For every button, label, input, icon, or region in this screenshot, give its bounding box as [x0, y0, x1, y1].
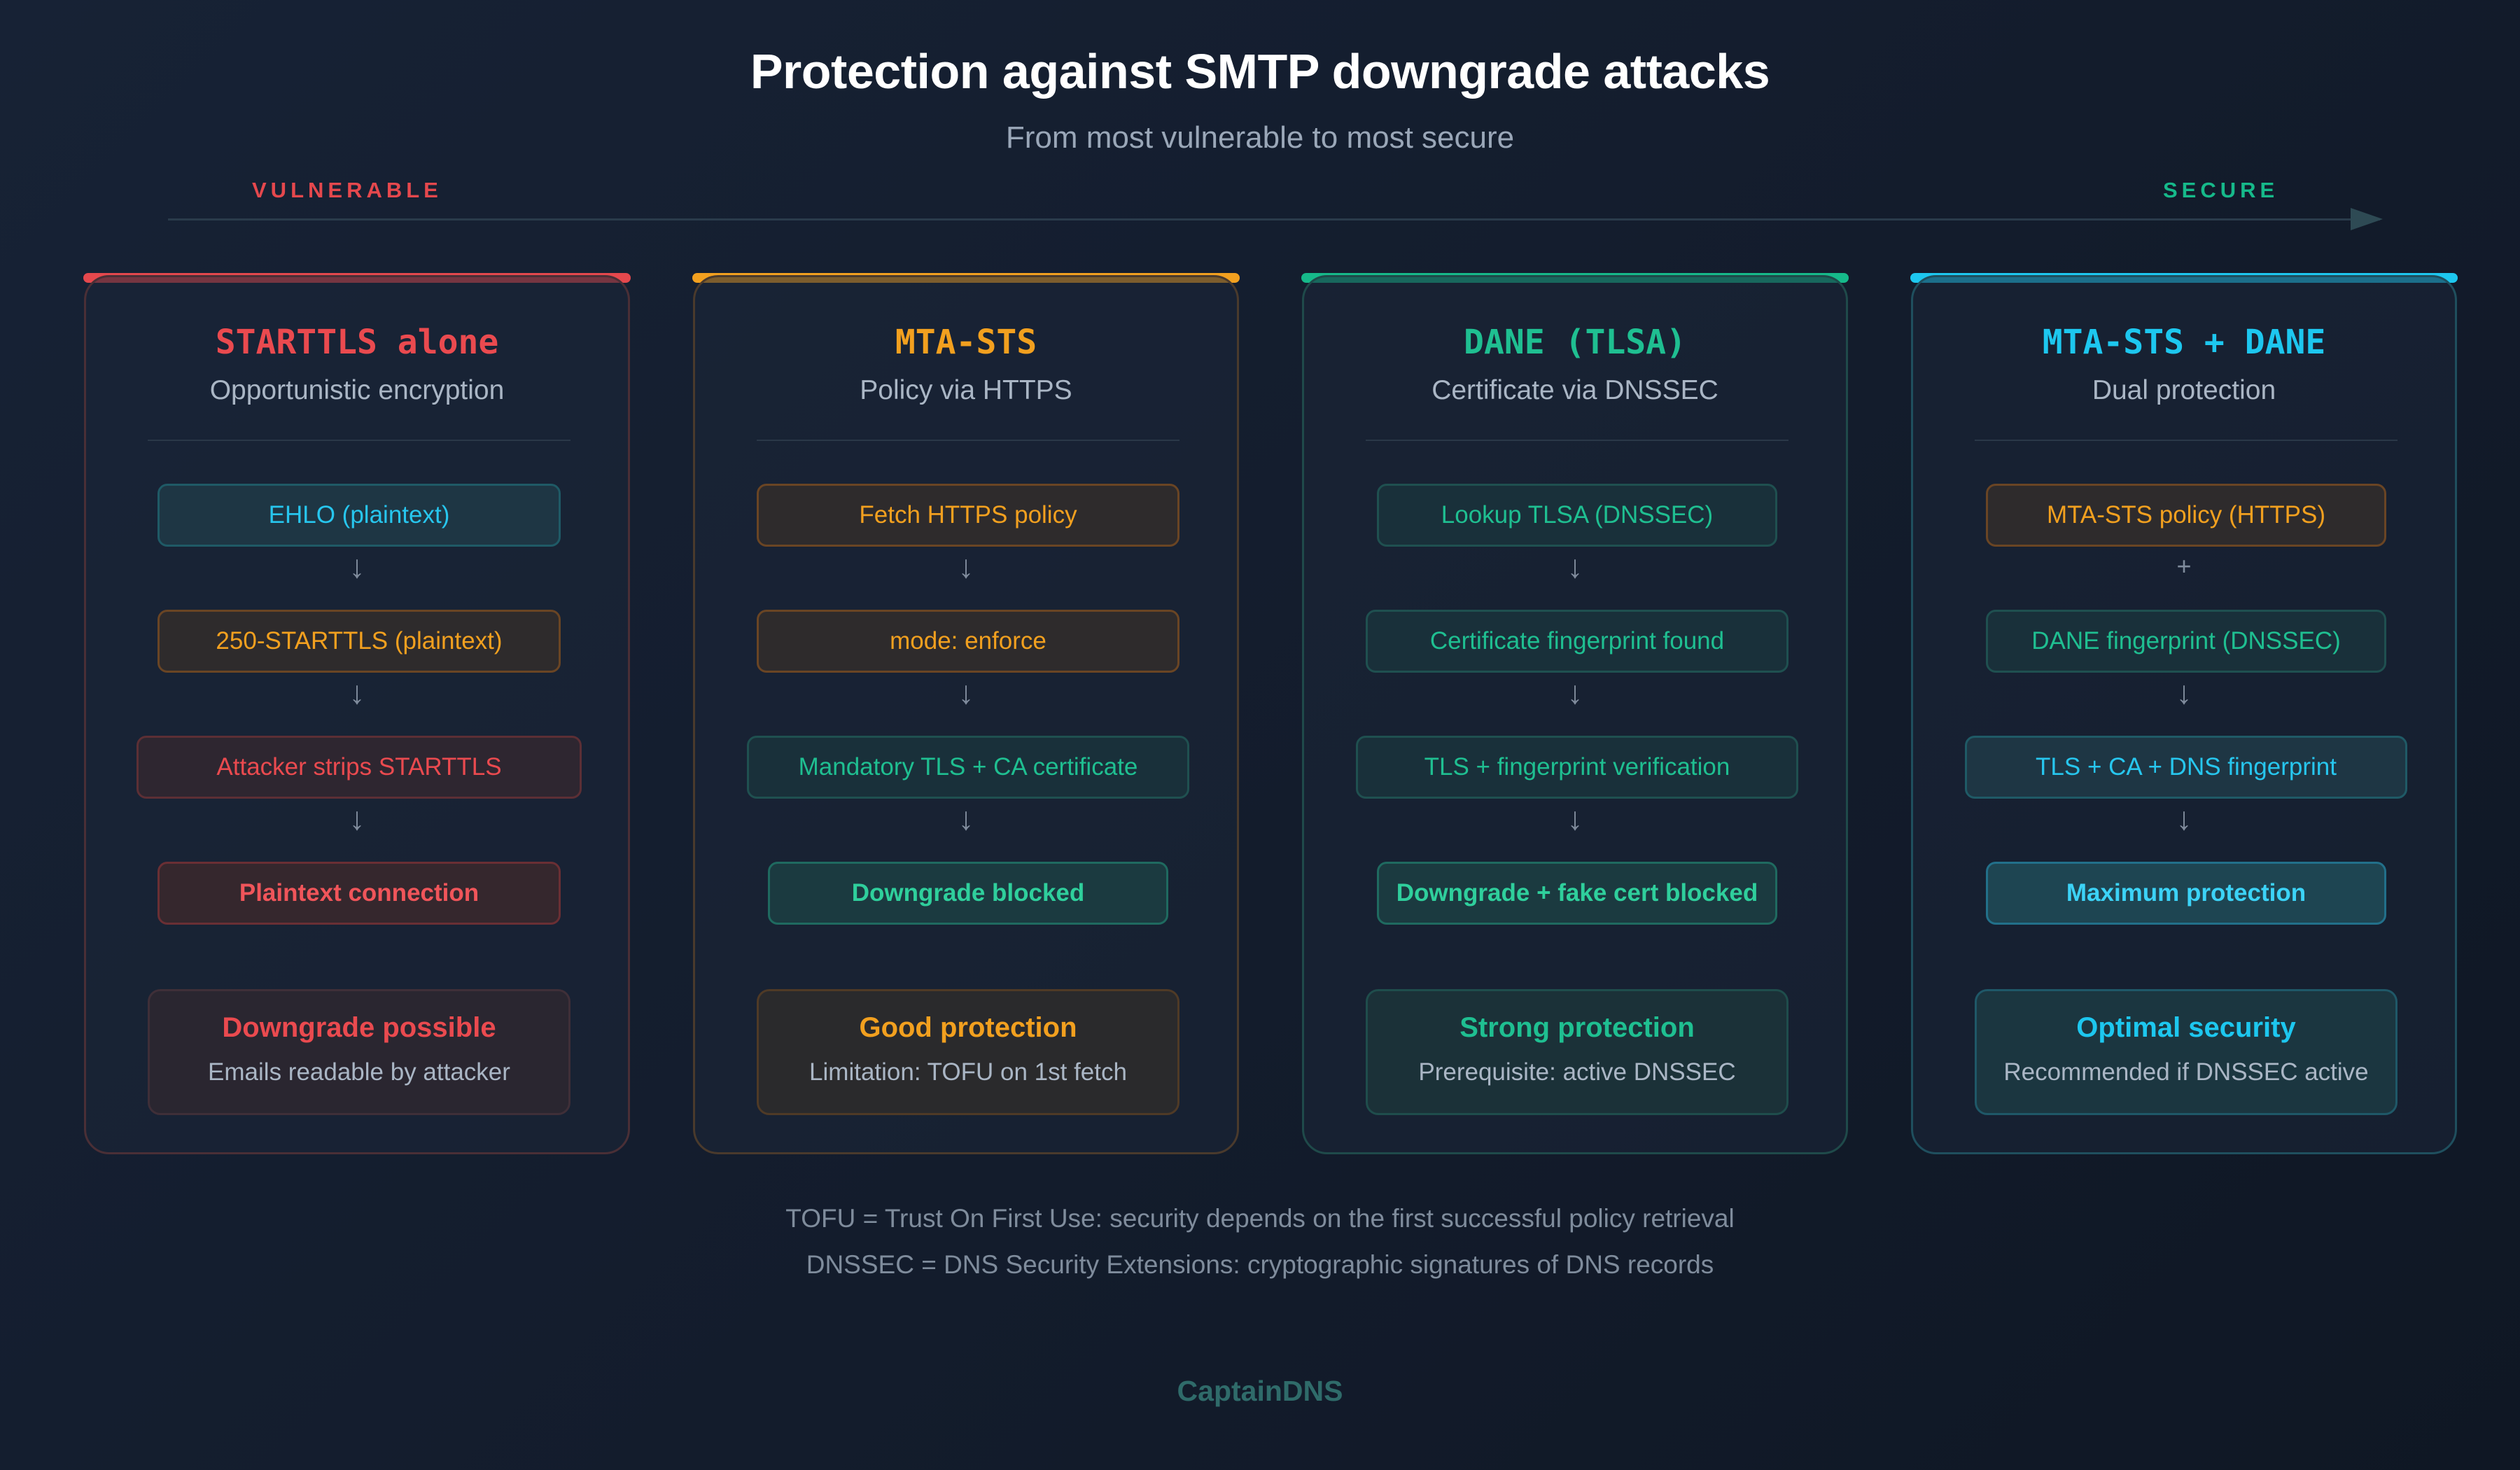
step-mandatory-tls: Mandatory TLS + CA certificate — [747, 736, 1189, 799]
step-mta-sts-policy: MTA-STS policy (HTTPS) — [1986, 484, 2386, 547]
result-box: Optimal security Recommended if DNSSEC a… — [1975, 989, 2398, 1115]
step-plaintext-connection: Plaintext connection — [158, 862, 561, 925]
result-description: Recommended if DNSSEC active — [2003, 1058, 2369, 1086]
card-subtitle: Dual protection — [2092, 375, 2276, 405]
arrow-down-icon: ↓ — [2176, 800, 2192, 836]
step-lookup-tlsa: Lookup TLSA (DNSSEC) — [1377, 484, 1777, 547]
result-box: Downgrade possible Emails readable by at… — [148, 989, 570, 1115]
card-subtitle: Opportunistic encryption — [209, 375, 505, 405]
brand-logo-text: CaptainDNS — [1177, 1375, 1343, 1407]
step-attacker-strips: Attacker strips STARTTLS — [136, 736, 582, 799]
card-divider — [757, 440, 1180, 441]
step-downgrade-blocked: Downgrade blocked — [768, 862, 1168, 925]
footnote-dnssec: DNSSEC = DNS Security Extensions: crypto… — [806, 1250, 1714, 1279]
arrow-down-icon: ↓ — [2176, 674, 2192, 710]
step-tls-ca-dns: TLS + CA + DNS fingerprint — [1965, 736, 2407, 799]
card-divider — [1366, 440, 1788, 441]
result-description: Limitation: TOFU on 1st fetch — [809, 1058, 1127, 1086]
result-title: Strong protection — [1460, 1012, 1695, 1043]
card-divider — [148, 440, 570, 441]
card-divider — [1975, 440, 2398, 441]
card-subtitle: Certificate via DNSSEC — [1432, 375, 1718, 405]
result-title: Downgrade possible — [222, 1012, 496, 1043]
card-title: DANE (TLSA) — [1464, 323, 1686, 362]
step-starttls-offer: 250-STARTTLS (plaintext) — [158, 610, 561, 673]
card-title: STARTTLS alone — [215, 323, 499, 362]
step-fake-cert-blocked: Downgrade + fake cert blocked — [1377, 862, 1777, 925]
axis-label-secure: SECURE — [2163, 178, 2279, 202]
step-mode-enforce: mode: enforce — [757, 610, 1180, 673]
card-mta-sts: MTA-STS Policy via HTTPS Fetch HTTPS pol… — [693, 275, 1239, 1154]
result-description: Emails readable by attacker — [208, 1058, 510, 1086]
arrow-down-icon: ↓ — [1567, 800, 1583, 836]
step-dane-fingerprint: DANE fingerprint (DNSSEC) — [1986, 610, 2386, 673]
card-dane: DANE (TLSA) Certificate via DNSSEC Looku… — [1302, 275, 1848, 1154]
diagram-title: Protection against SMTP downgrade attack… — [750, 44, 1770, 99]
arrow-down-icon: ↓ — [958, 548, 974, 584]
arrow-down-icon: ↓ — [349, 548, 365, 584]
arrow-down-icon: ↓ — [958, 674, 974, 710]
card-mta-sts-dane: MTA-STS + DANE Dual protection MTA-STS p… — [1911, 275, 2457, 1154]
step-fingerprint-verification: TLS + fingerprint verification — [1356, 736, 1798, 799]
step-ehlo: EHLO (plaintext) — [158, 484, 561, 547]
diagram-subtitle: From most vulnerable to most secure — [1005, 120, 1515, 155]
arrow-down-icon: ↓ — [349, 674, 365, 710]
result-box: Strong protection Prerequisite: active D… — [1366, 989, 1788, 1115]
result-description: Prerequisite: active DNSSEC — [1418, 1058, 1736, 1086]
footnote-tofu: TOFU = Trust On First Use: security depe… — [785, 1204, 1735, 1233]
plus-icon: + — [2176, 552, 2192, 580]
arrow-down-icon: ↓ — [1567, 674, 1583, 710]
card-title: MTA-STS — [895, 323, 1037, 362]
result-title: Optimal security — [2076, 1012, 2296, 1043]
arrow-down-icon: ↓ — [1567, 548, 1583, 584]
result-box: Good protection Limitation: TOFU on 1st … — [757, 989, 1180, 1115]
arrow-down-icon: ↓ — [958, 800, 974, 836]
card-subtitle: Policy via HTTPS — [860, 375, 1072, 405]
security-axis-line — [168, 218, 2380, 220]
arrow-down-icon: ↓ — [349, 800, 365, 836]
arrow-right-icon — [2351, 208, 2383, 230]
axis-label-vulnerable: VULNERABLE — [252, 178, 442, 202]
step-maximum-protection: Maximum protection — [1986, 862, 2386, 925]
card-title: MTA-STS + DANE — [2042, 323, 2326, 362]
step-fingerprint-found: Certificate fingerprint found — [1366, 610, 1788, 673]
card-starttls: STARTTLS alone Opportunistic encryption … — [84, 275, 630, 1154]
step-fetch-policy: Fetch HTTPS policy — [757, 484, 1180, 547]
result-title: Good protection — [859, 1012, 1077, 1043]
